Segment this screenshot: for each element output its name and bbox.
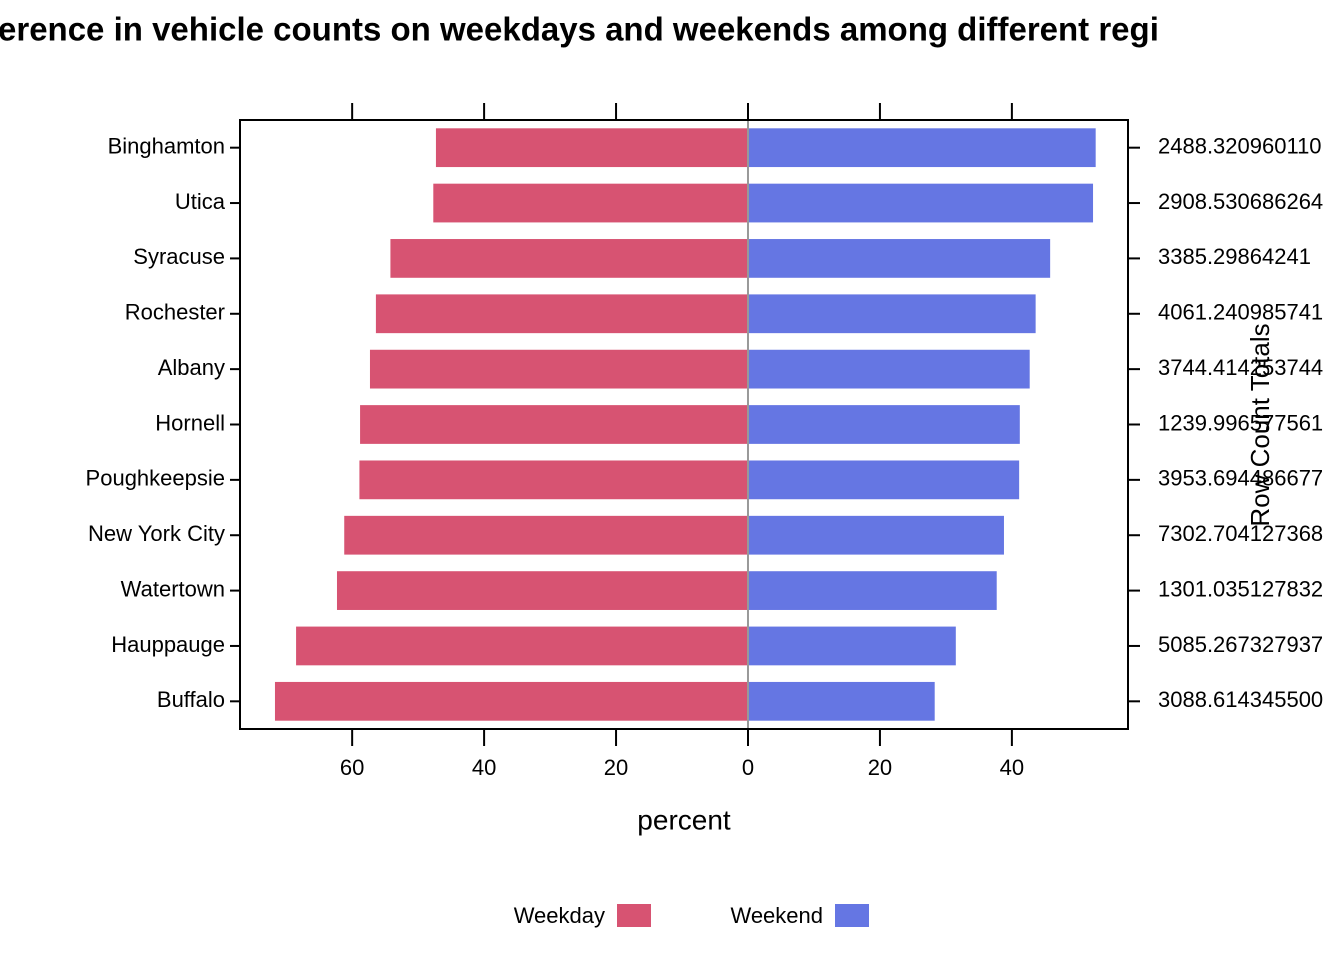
y-tick-label: Buffalo xyxy=(157,687,225,712)
bar xyxy=(747,239,1051,278)
bar xyxy=(747,128,1096,168)
y2-tick-label: 3385.29864241 xyxy=(1158,244,1311,269)
bar xyxy=(274,681,748,721)
bar xyxy=(747,681,935,721)
bar xyxy=(390,239,748,278)
bar xyxy=(359,460,748,500)
bar xyxy=(433,183,748,223)
y-tick-label: Syracuse xyxy=(133,244,225,269)
bar xyxy=(747,183,1094,223)
y-tick-label: Watertown xyxy=(121,576,225,601)
y-tick-label: Binghamton xyxy=(108,133,225,158)
legend-swatch xyxy=(617,904,651,927)
x-tick-label: 60 xyxy=(340,755,364,780)
x-axis-title: percent xyxy=(637,804,731,835)
y-tick-label: New York City xyxy=(88,521,225,546)
legend-swatch xyxy=(835,904,869,927)
bar xyxy=(747,626,956,666)
x-tick-label: 40 xyxy=(1000,755,1024,780)
bar xyxy=(747,294,1036,334)
y-tick-label: Hornell xyxy=(155,410,225,435)
bar xyxy=(747,405,1020,444)
y2-tick-label: 4061.240985741 xyxy=(1158,300,1323,325)
y2-tick-label: 3088.614345500 xyxy=(1158,687,1323,712)
x-tick-label: 20 xyxy=(604,755,628,780)
x-tick-label: 0 xyxy=(742,755,754,780)
bar xyxy=(747,349,1030,389)
bar xyxy=(747,460,1020,500)
bar xyxy=(375,294,748,334)
y2-tick-label: 1239.996577561 xyxy=(1158,410,1323,435)
chart-title: erence in vehicle counts on weekdays and… xyxy=(0,11,1159,48)
y-tick-label: Albany xyxy=(158,355,225,380)
y-tick-label: Hauppauge xyxy=(111,632,225,657)
x-tick-label: 20 xyxy=(868,755,892,780)
y2-tick-label: 2488.320960110 xyxy=(1158,133,1322,158)
y2-tick-label: 1301.035127832 xyxy=(1158,576,1323,601)
y-tick-label: Poughkeepsie xyxy=(86,466,225,491)
bar xyxy=(369,349,748,389)
bar xyxy=(296,626,748,666)
y-tick-label: Utica xyxy=(175,189,226,214)
legend-label: Weekday xyxy=(514,903,605,928)
bar xyxy=(747,571,997,610)
bar xyxy=(344,515,748,555)
legend-label: Weekend xyxy=(730,903,823,928)
y2-tick-label: 2908.530686264 xyxy=(1158,189,1323,214)
plot: 60 40 20 0 20 40 Binghamton 2488.320960110 Utica… xyxy=(86,103,1323,928)
bar xyxy=(747,515,1004,555)
y2-tick-label: 7302.704127368 xyxy=(1158,521,1323,546)
bar xyxy=(360,405,748,444)
y2-tick-label: 3953.694486677 xyxy=(1158,466,1323,491)
bar xyxy=(336,571,748,610)
bar xyxy=(435,128,748,168)
y2-tick-label: 3744.414253744 xyxy=(1158,355,1323,380)
x-tick-label: 40 xyxy=(472,755,496,780)
y2-axis-title: Row Count Totals xyxy=(1245,323,1275,526)
y-tick-label: Rochester xyxy=(125,300,225,325)
y2-tick-label: 5085.267327937 xyxy=(1158,632,1323,657)
